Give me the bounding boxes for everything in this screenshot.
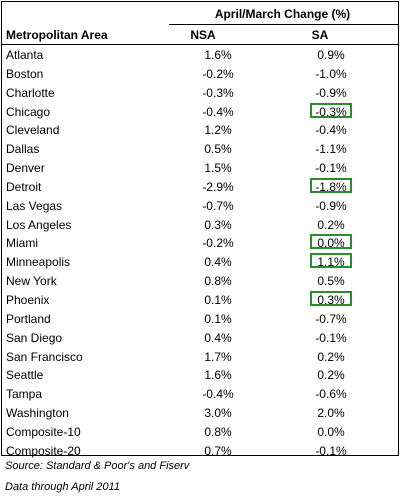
table-row: New York 0.8% 0.5% [2, 271, 398, 290]
row-sa-cell: -0.6% [315, 387, 347, 402]
row-sa-cell: -0.4% [315, 123, 347, 138]
row-sa-cell: 0.2% [317, 217, 345, 232]
row-sa-cell: -0.1% [315, 330, 347, 345]
table-row: Boston -0.2% -1.0% [2, 64, 398, 83]
row-nsa-cell: -2.9% [202, 179, 234, 194]
group-header-label: April/March Change (%) [214, 7, 351, 21]
table-row: Cleveland 1.2% -0.4% [2, 120, 398, 139]
table-row: Seattle 1.6% 0.2% [2, 365, 398, 384]
row-area-cell: Minneapolis [6, 255, 71, 270]
table-row: Chicago -0.4% -0.3% [2, 102, 398, 121]
row-sa-cell: 0.0% [317, 424, 345, 439]
row-nsa-cell: 0.8% [204, 274, 232, 289]
row-sa-cell: 0.2% [317, 349, 345, 364]
table-row: Miami -0.2% 0.0% [2, 233, 398, 252]
row-area-cell: Charlotte [6, 85, 55, 100]
row-area-cell: San Diego [6, 330, 63, 345]
group-header-underline [169, 24, 398, 25]
table-row: Tampa -0.4% -0.6% [2, 384, 398, 403]
row-area-cell: Phoenix [6, 292, 50, 307]
row-nsa-cell: -0.2% [202, 66, 234, 81]
row-area-cell: Seattle [6, 368, 44, 383]
row-nsa-cell: -0.2% [202, 236, 234, 251]
row-sa-cell-highlighted: 1.1% [310, 253, 352, 269]
row-nsa-cell: 0.7% [204, 443, 232, 458]
table-row: Dallas 0.5% -1.1% [2, 139, 398, 158]
table-row: Composite-10 0.8% 0.0% [2, 422, 398, 441]
row-sa-cell-highlighted: 0.0% [310, 234, 352, 250]
table-row: Los Angeles 0.3% 0.2% [2, 215, 398, 234]
column-header-row: Metropolitan Area NSA SA [2, 25, 398, 45]
row-sa-cell: -0.1% [315, 443, 347, 458]
table-row: San Francisco 1.7% 0.2% [2, 347, 398, 366]
row-nsa-cell: 0.1% [204, 292, 232, 307]
table-row: Composite-20 0.7% -0.1% [2, 441, 398, 460]
row-area-cell: Denver [6, 161, 45, 176]
row-nsa-cell: 0.4% [204, 255, 232, 270]
row-area-cell: New York [6, 274, 57, 289]
table-row: Portland 0.1% -0.7% [2, 309, 398, 328]
row-sa-cell: 0.2% [317, 368, 345, 383]
row-area-cell: Miami [6, 236, 38, 251]
row-area-cell: Dallas [6, 142, 40, 157]
row-sa-cell-highlighted: -1.8% [310, 177, 352, 194]
row-sa-cell: -0.9% [315, 198, 347, 213]
column-header-nsa: NSA [190, 28, 216, 42]
row-area-cell: Composite-10 [6, 424, 81, 439]
row-nsa-cell: 0.8% [204, 424, 232, 439]
row-sa-cell: -0.1% [315, 161, 347, 176]
source-note: Source: Standard & Poor's and Fiserv [5, 460, 190, 472]
row-area-cell: Composite-20 [6, 443, 81, 458]
row-nsa-cell: -0.4% [202, 387, 234, 402]
row-sa-cell: -1.0% [315, 66, 347, 81]
row-sa-cell: -0.9% [315, 85, 347, 100]
row-area-cell: Tampa [6, 387, 43, 402]
change-table: April/March Change (%) Metropolitan Area… [1, 1, 399, 458]
row-area-cell: Boston [6, 66, 44, 81]
row-nsa-cell: -0.3% [202, 85, 234, 100]
row-nsa-cell: -0.7% [202, 198, 234, 213]
row-area-cell: Cleveland [6, 123, 60, 138]
row-nsa-cell: 1.6% [204, 368, 232, 383]
data-through-note: Data through April 2011 [5, 481, 120, 493]
table-row: Denver 1.5% -0.1% [2, 158, 398, 177]
row-sa-cell: 0.9% [317, 48, 345, 62]
row-nsa-cell: 1.6% [204, 48, 232, 62]
row-area-cell: Washington [6, 406, 69, 421]
row-nsa-cell: 1.2% [204, 123, 232, 138]
row-area-cell: Chicago [6, 104, 51, 119]
row-sa-cell-highlighted: 0.3% [310, 290, 352, 307]
row-area-cell: Detroit [6, 179, 42, 194]
row-area-cell: Los Angeles [6, 217, 72, 232]
row-nsa-cell: 1.7% [204, 349, 232, 364]
row-area-cell: Las Vegas [6, 198, 63, 213]
row-area-cell: Portland [6, 311, 51, 326]
table-row: Atlanta 1.6% 0.9% [2, 45, 398, 64]
column-header-area: Metropolitan Area [6, 28, 108, 42]
row-sa-cell: -1.1% [315, 142, 347, 157]
table-row: Las Vegas -0.7% -0.9% [2, 196, 398, 215]
row-nsa-cell: 1.5% [204, 161, 232, 176]
row-nsa-cell: 0.1% [204, 311, 232, 326]
table-row: Charlotte -0.3% -0.9% [2, 83, 398, 102]
row-nsa-cell: -0.4% [202, 104, 234, 119]
row-nsa-cell: 0.3% [204, 217, 232, 232]
row-sa-cell: 2.0% [317, 406, 345, 421]
table-row: Detroit -2.9% -1.8% [2, 177, 398, 196]
row-sa-cell-highlighted: -0.3% [310, 102, 352, 119]
group-header-row: April/March Change (%) [2, 2, 398, 25]
row-sa-cell: 0.5% [317, 274, 345, 289]
table-row: Phoenix 0.1% 0.3% [2, 290, 398, 309]
row-nsa-cell: 3.0% [204, 406, 232, 421]
table-row: Washington 3.0% 2.0% [2, 403, 398, 422]
table-body: Atlanta 1.6% 0.9% Boston -0.2% -1.0% Charlotte… [2, 45, 398, 460]
table-row: San Diego 0.4% -0.1% [2, 328, 398, 347]
row-area-cell: Atlanta [6, 48, 44, 62]
column-header-sa: SA [311, 28, 329, 42]
row-nsa-cell: 0.5% [204, 142, 232, 157]
table-row: Minneapolis 0.4% 1.1% [2, 252, 398, 271]
row-sa-cell: -0.7% [315, 311, 347, 326]
row-nsa-cell: 0.4% [204, 330, 232, 345]
row-area-cell: San Francisco [6, 349, 83, 364]
